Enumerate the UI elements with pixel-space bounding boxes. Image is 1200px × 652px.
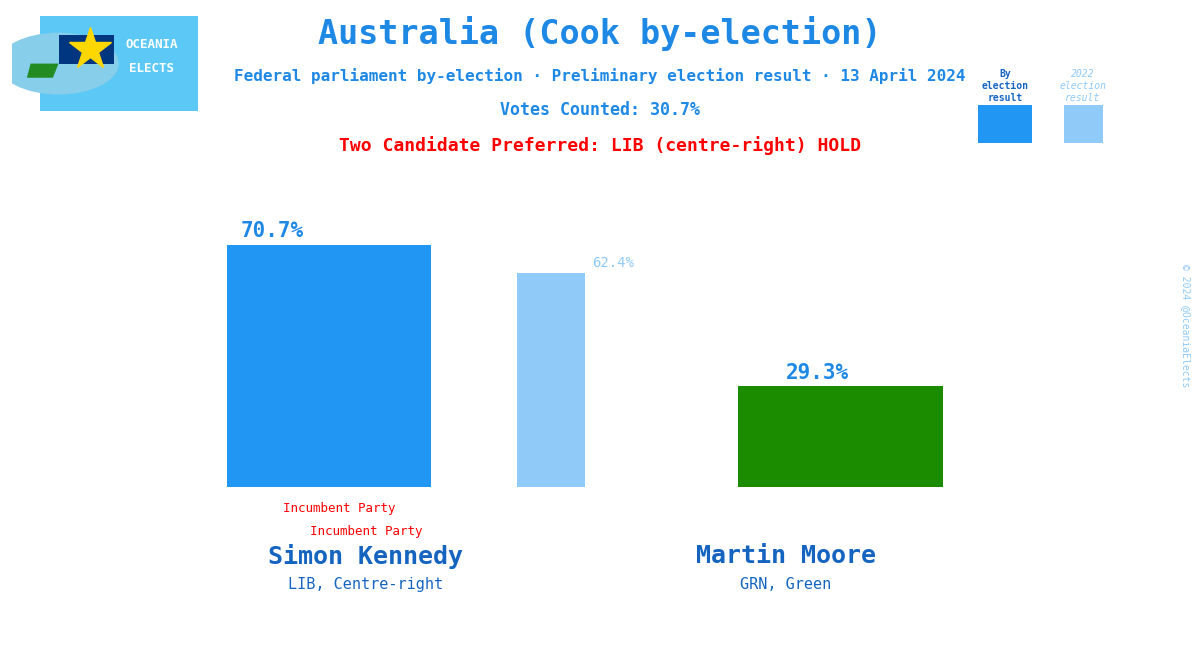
Bar	[227, 244, 431, 486]
Polygon shape	[40, 16, 198, 111]
Text: Two Candidate Preferred: LIB (centre-right) HOLD: Two Candidate Preferred: LIB (centre-rig…	[340, 136, 862, 155]
Text: By
election
result: By election result	[982, 69, 1028, 102]
Text: LIB, Centre-right: LIB, Centre-right	[288, 577, 444, 592]
Polygon shape	[26, 64, 59, 78]
Text: 29.3%: 29.3%	[786, 363, 850, 383]
Text: © 2024 @OceaniaElects: © 2024 @OceaniaElects	[1181, 264, 1190, 388]
Text: GRN, Green: GRN, Green	[740, 577, 832, 592]
Polygon shape	[59, 35, 114, 64]
Text: Federal parliament by-election · Preliminary election result · 13 April 2024: Federal parliament by-election · Prelimi…	[234, 68, 966, 85]
Text: Australia (Cook by-election): Australia (Cook by-election)	[318, 16, 882, 52]
Circle shape	[0, 33, 118, 94]
Bar	[1063, 106, 1103, 143]
Text: Votes Counted: 30.7%: Votes Counted: 30.7%	[500, 101, 700, 119]
Text: Incumbent Party: Incumbent Party	[310, 525, 422, 538]
Bar	[517, 273, 584, 486]
Text: 62.4%: 62.4%	[593, 256, 635, 269]
Text: Simon Kennedy: Simon Kennedy	[269, 544, 463, 569]
Bar	[738, 387, 943, 486]
Text: Martin Moore: Martin Moore	[696, 544, 876, 569]
Text: ELECTS: ELECTS	[130, 62, 174, 75]
Text: OCEANIA: OCEANIA	[125, 38, 178, 51]
Text: 2022
election
result: 2022 election result	[1060, 69, 1106, 102]
Text: 70.7%: 70.7%	[241, 221, 304, 241]
Text: Incumbent Party: Incumbent Party	[283, 502, 396, 515]
Bar	[978, 106, 1032, 143]
